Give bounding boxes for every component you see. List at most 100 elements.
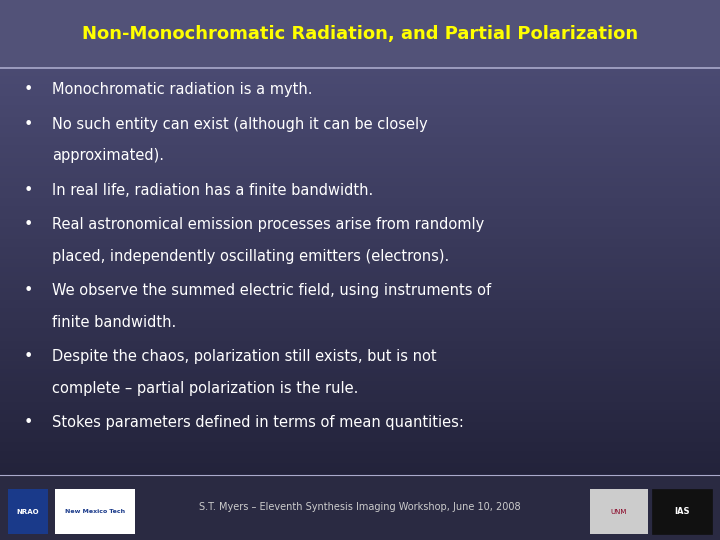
Bar — [0, 166, 720, 170]
Bar — [0, 68, 720, 72]
Text: Non-Monochromatic Radiation, and Partial Polarization: Non-Monochromatic Radiation, and Partial… — [82, 25, 638, 43]
Bar — [0, 426, 720, 430]
Text: UNM: UNM — [611, 509, 627, 515]
Text: placed, independently oscillating emitters (electrons).: placed, independently oscillating emitte… — [52, 248, 449, 264]
Bar — [0, 219, 720, 222]
Bar — [0, 105, 720, 109]
Bar — [0, 304, 720, 308]
Bar — [0, 80, 720, 84]
Bar — [0, 239, 720, 243]
Bar — [0, 158, 720, 161]
Bar — [0, 341, 720, 345]
Bar — [0, 186, 720, 190]
Bar — [0, 109, 720, 113]
Bar — [0, 141, 720, 145]
Bar — [0, 410, 720, 414]
Bar — [0, 194, 720, 198]
Bar — [0, 361, 720, 365]
Bar — [0, 389, 720, 394]
Bar — [0, 320, 720, 325]
Bar — [0, 447, 720, 450]
Bar — [0, 97, 720, 100]
Text: •: • — [23, 217, 32, 232]
Bar — [0, 259, 720, 264]
Bar — [0, 247, 720, 251]
Bar — [0, 328, 720, 333]
Bar — [0, 377, 720, 381]
Bar — [0, 117, 720, 121]
Bar — [0, 190, 720, 194]
Text: •: • — [23, 183, 32, 198]
Bar — [0, 463, 720, 467]
Bar — [0, 129, 720, 133]
Text: •: • — [23, 415, 32, 430]
Bar — [0, 284, 720, 288]
Bar — [0, 182, 720, 186]
Bar — [0, 174, 720, 178]
Bar — [0, 206, 720, 211]
Bar — [0, 349, 720, 353]
Bar — [0, 272, 720, 275]
Text: Monochromatic radiation is a myth.: Monochromatic radiation is a myth. — [52, 82, 312, 97]
Bar — [0, 345, 720, 349]
Bar — [0, 84, 720, 89]
Bar — [0, 76, 720, 80]
Text: No such entity can exist (although it can be closely: No such entity can exist (although it ca… — [52, 117, 428, 132]
Bar — [0, 137, 720, 141]
Text: We observe the summed electric field, using instruments of: We observe the summed electric field, us… — [52, 283, 491, 298]
Bar — [0, 202, 720, 206]
Bar — [0, 145, 720, 150]
Bar — [0, 280, 720, 284]
Text: complete – partial polarization is the rule.: complete – partial polarization is the r… — [52, 381, 359, 396]
Text: IAS: IAS — [674, 507, 690, 516]
Bar — [0, 450, 720, 455]
Bar — [0, 422, 720, 426]
Bar — [0, 458, 720, 463]
Bar — [0, 430, 720, 434]
Text: New Mexico Tech: New Mexico Tech — [65, 509, 125, 514]
Text: •: • — [23, 349, 32, 364]
Text: Stokes parameters defined in terms of mean quantities:: Stokes parameters defined in terms of me… — [52, 415, 464, 430]
Bar — [0, 153, 720, 158]
Bar — [0, 402, 720, 406]
Bar — [0, 198, 720, 202]
Bar — [0, 353, 720, 357]
Text: Despite the chaos, polarization still exists, but is not: Despite the chaos, polarization still ex… — [52, 349, 436, 364]
Bar — [0, 442, 720, 447]
Text: NRAO: NRAO — [17, 509, 40, 515]
Bar — [0, 72, 720, 76]
Bar — [0, 373, 720, 377]
Text: •: • — [23, 283, 32, 298]
Bar — [0, 369, 720, 373]
Bar — [0, 397, 720, 402]
Bar — [0, 243, 720, 247]
Bar — [0, 133, 720, 137]
Bar — [0, 113, 720, 117]
Bar — [0, 170, 720, 174]
Bar — [0, 231, 720, 235]
Bar — [0, 414, 720, 418]
Bar — [0, 467, 720, 471]
Bar — [0, 150, 720, 153]
Bar — [0, 292, 720, 296]
Bar — [0, 211, 720, 214]
Bar — [0, 312, 720, 316]
Bar — [0, 235, 720, 239]
Bar — [590, 489, 648, 534]
Bar — [0, 357, 720, 361]
Text: Real astronomical emission processes arise from randomly: Real astronomical emission processes ari… — [52, 217, 485, 232]
Bar — [0, 288, 720, 292]
Bar — [8, 489, 48, 534]
Bar — [0, 300, 720, 304]
Bar — [55, 489, 135, 534]
Bar — [0, 264, 720, 267]
Bar — [0, 267, 720, 272]
Bar — [0, 275, 720, 280]
Bar — [0, 336, 720, 341]
Text: finite bandwidth.: finite bandwidth. — [52, 315, 176, 329]
Bar — [652, 489, 712, 534]
Text: •: • — [23, 117, 32, 132]
Bar — [0, 316, 720, 320]
Bar — [0, 418, 720, 422]
Bar — [0, 365, 720, 369]
